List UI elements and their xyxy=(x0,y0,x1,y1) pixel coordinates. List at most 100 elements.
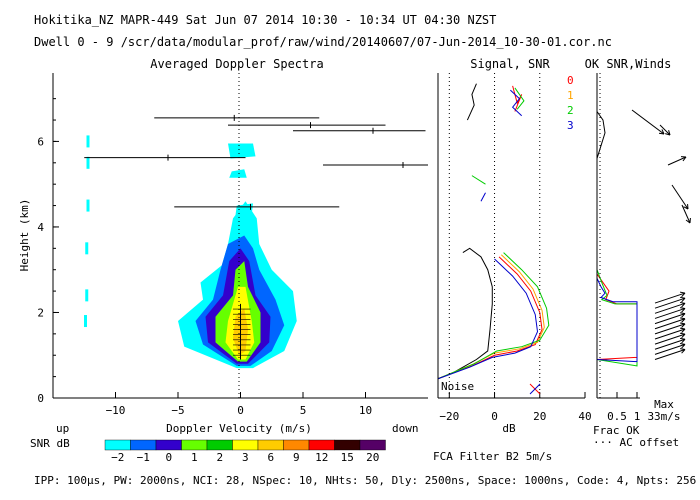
wind-arrow-head xyxy=(681,328,686,333)
winds-panel: 0.5 1 Frac OK ··· AC offset Max 33m/s xyxy=(593,73,691,449)
x-tick-label: 40 xyxy=(578,410,591,423)
wind-arrow xyxy=(654,343,686,355)
wind-arrow xyxy=(681,204,691,224)
contour-edge-speck xyxy=(86,199,90,212)
wind-arrow-head xyxy=(679,307,686,309)
filter-text: FCA Filter B2 5m/s xyxy=(433,450,552,463)
spectra-title: Averaged Doppler Spectra xyxy=(150,57,323,71)
header-title: Hokitika_NZ MAPR-449 Sat Jun 07 2014 10:… xyxy=(34,13,496,27)
colorbar-tick-label: 1 xyxy=(191,451,198,464)
wind-arrow-head xyxy=(679,301,686,304)
footer-params: IPP: 100μs, PW: 2000ns, NCI: 28, NSpec: … xyxy=(34,474,696,487)
colorbar-swatch xyxy=(104,439,131,451)
header-path: Dwell 0 - 9 /scr/data/modular_prof/raw/w… xyxy=(34,35,612,49)
wind-arrow-head xyxy=(679,291,686,294)
wind-arrow-head xyxy=(681,344,686,349)
contour-mid xyxy=(234,203,253,225)
ac-offset-label: ··· AC offset xyxy=(593,436,679,449)
y-tick-label: 4 xyxy=(37,221,44,234)
legend: 0 1 2 3 xyxy=(567,74,574,132)
wind-arrow-head xyxy=(681,323,686,328)
colorbar-tick-label: 0 xyxy=(165,451,172,464)
contour-edge-speck xyxy=(86,156,90,169)
colorbar-swatch xyxy=(155,439,182,451)
wind-arrow xyxy=(671,184,689,210)
colorbar-swatch xyxy=(130,439,157,451)
signal-fragment xyxy=(466,83,477,121)
signal-line-noise xyxy=(437,247,493,380)
contour-upper xyxy=(228,143,256,159)
x-tick-label: −5 xyxy=(171,404,184,417)
wind-barbs xyxy=(631,109,691,360)
colorbar-swatch xyxy=(206,439,233,451)
frac-ok-line-3 xyxy=(596,278,638,363)
colorbar-tick-label: 12 xyxy=(315,451,328,464)
signal-line-0 xyxy=(437,256,543,380)
colorbar-swatch xyxy=(283,439,310,451)
colorbar-tick-label: 20 xyxy=(366,451,379,464)
legend-1: 1 xyxy=(567,89,574,102)
x-tick-label: −10 xyxy=(106,404,126,417)
max-value: 33m/s xyxy=(647,410,680,423)
x-tick-label: 0.5 xyxy=(607,410,627,423)
colorbar-tick-label: 15 xyxy=(341,451,354,464)
wind-arrow-head xyxy=(681,313,686,318)
frac-ok-line-2 xyxy=(596,269,638,367)
signal-fragment xyxy=(514,87,525,110)
wind-arrow-head xyxy=(681,333,686,339)
wind-arrow-head xyxy=(679,348,686,351)
wind-arrow-head xyxy=(679,327,686,330)
spectra-panel: −10 −5 0 5 10 0 2 4 6 Height (km) Doppler Veloci… xyxy=(18,73,428,435)
colorbar-swatch xyxy=(334,439,361,451)
wind-arrow-head xyxy=(679,322,686,325)
spectra-ylabel: Height (km) xyxy=(18,199,31,272)
wind-arrow-head xyxy=(665,133,671,136)
colorbar-swatch xyxy=(232,439,259,451)
signal-fragment xyxy=(471,175,486,185)
contour-edge-speck xyxy=(85,289,89,302)
x-tick-label: 1 xyxy=(634,410,641,423)
wind-arrow-head xyxy=(679,343,686,345)
colorbar-label: SNR dB xyxy=(30,437,70,450)
wind-arrow xyxy=(667,156,687,166)
x-tick-label: −20 xyxy=(439,410,459,423)
y-tick-label: 2 xyxy=(37,306,44,319)
signal-ticks: −20 0 20 40 xyxy=(439,73,592,423)
spectra-contours xyxy=(84,135,297,369)
contour-edge-speck xyxy=(86,135,90,148)
signal-fragment xyxy=(512,85,523,112)
winds-title: OK SNR,Winds xyxy=(585,57,672,71)
down-label: down xyxy=(392,422,419,435)
wind-arrow-head xyxy=(685,219,691,224)
wind-arrow xyxy=(654,292,686,304)
wind-arrow-head xyxy=(681,308,686,313)
wind-arrow xyxy=(659,124,671,136)
wind-arrow-head xyxy=(679,312,686,315)
colorbar-tick-label: 3 xyxy=(242,451,249,464)
colorbar-tick-label: −1 xyxy=(137,451,150,464)
signal-fragment xyxy=(510,89,523,117)
wind-arrow-head xyxy=(682,156,687,162)
wind-arrow-head xyxy=(681,349,686,354)
contour-edge-speck xyxy=(85,242,89,255)
x-tick-label: 0 xyxy=(491,410,498,423)
wind-arrow-head xyxy=(681,297,686,303)
wind-arrow-head xyxy=(668,130,671,136)
legend-0: 0 xyxy=(567,74,574,87)
wind-arrow xyxy=(654,313,686,325)
frac-ok-curves xyxy=(596,111,638,367)
up-label: up xyxy=(56,422,69,435)
colorbar-tick-label: 9 xyxy=(293,451,300,464)
colorbar-tick-label: −2 xyxy=(111,451,124,464)
wind-arrow-head xyxy=(681,338,686,344)
signal-line-2 xyxy=(437,252,550,380)
colorbar-swatch xyxy=(359,439,386,451)
x-tick-label: 10 xyxy=(359,404,372,417)
wind-arrow-head xyxy=(661,129,665,135)
wind-arrow-head xyxy=(658,132,665,135)
colorbar-swatch xyxy=(308,439,335,451)
velocity-markers xyxy=(84,114,428,210)
wind-arrow xyxy=(654,328,686,340)
wind-arrow-head xyxy=(681,302,686,308)
wind-arrow xyxy=(654,307,686,319)
